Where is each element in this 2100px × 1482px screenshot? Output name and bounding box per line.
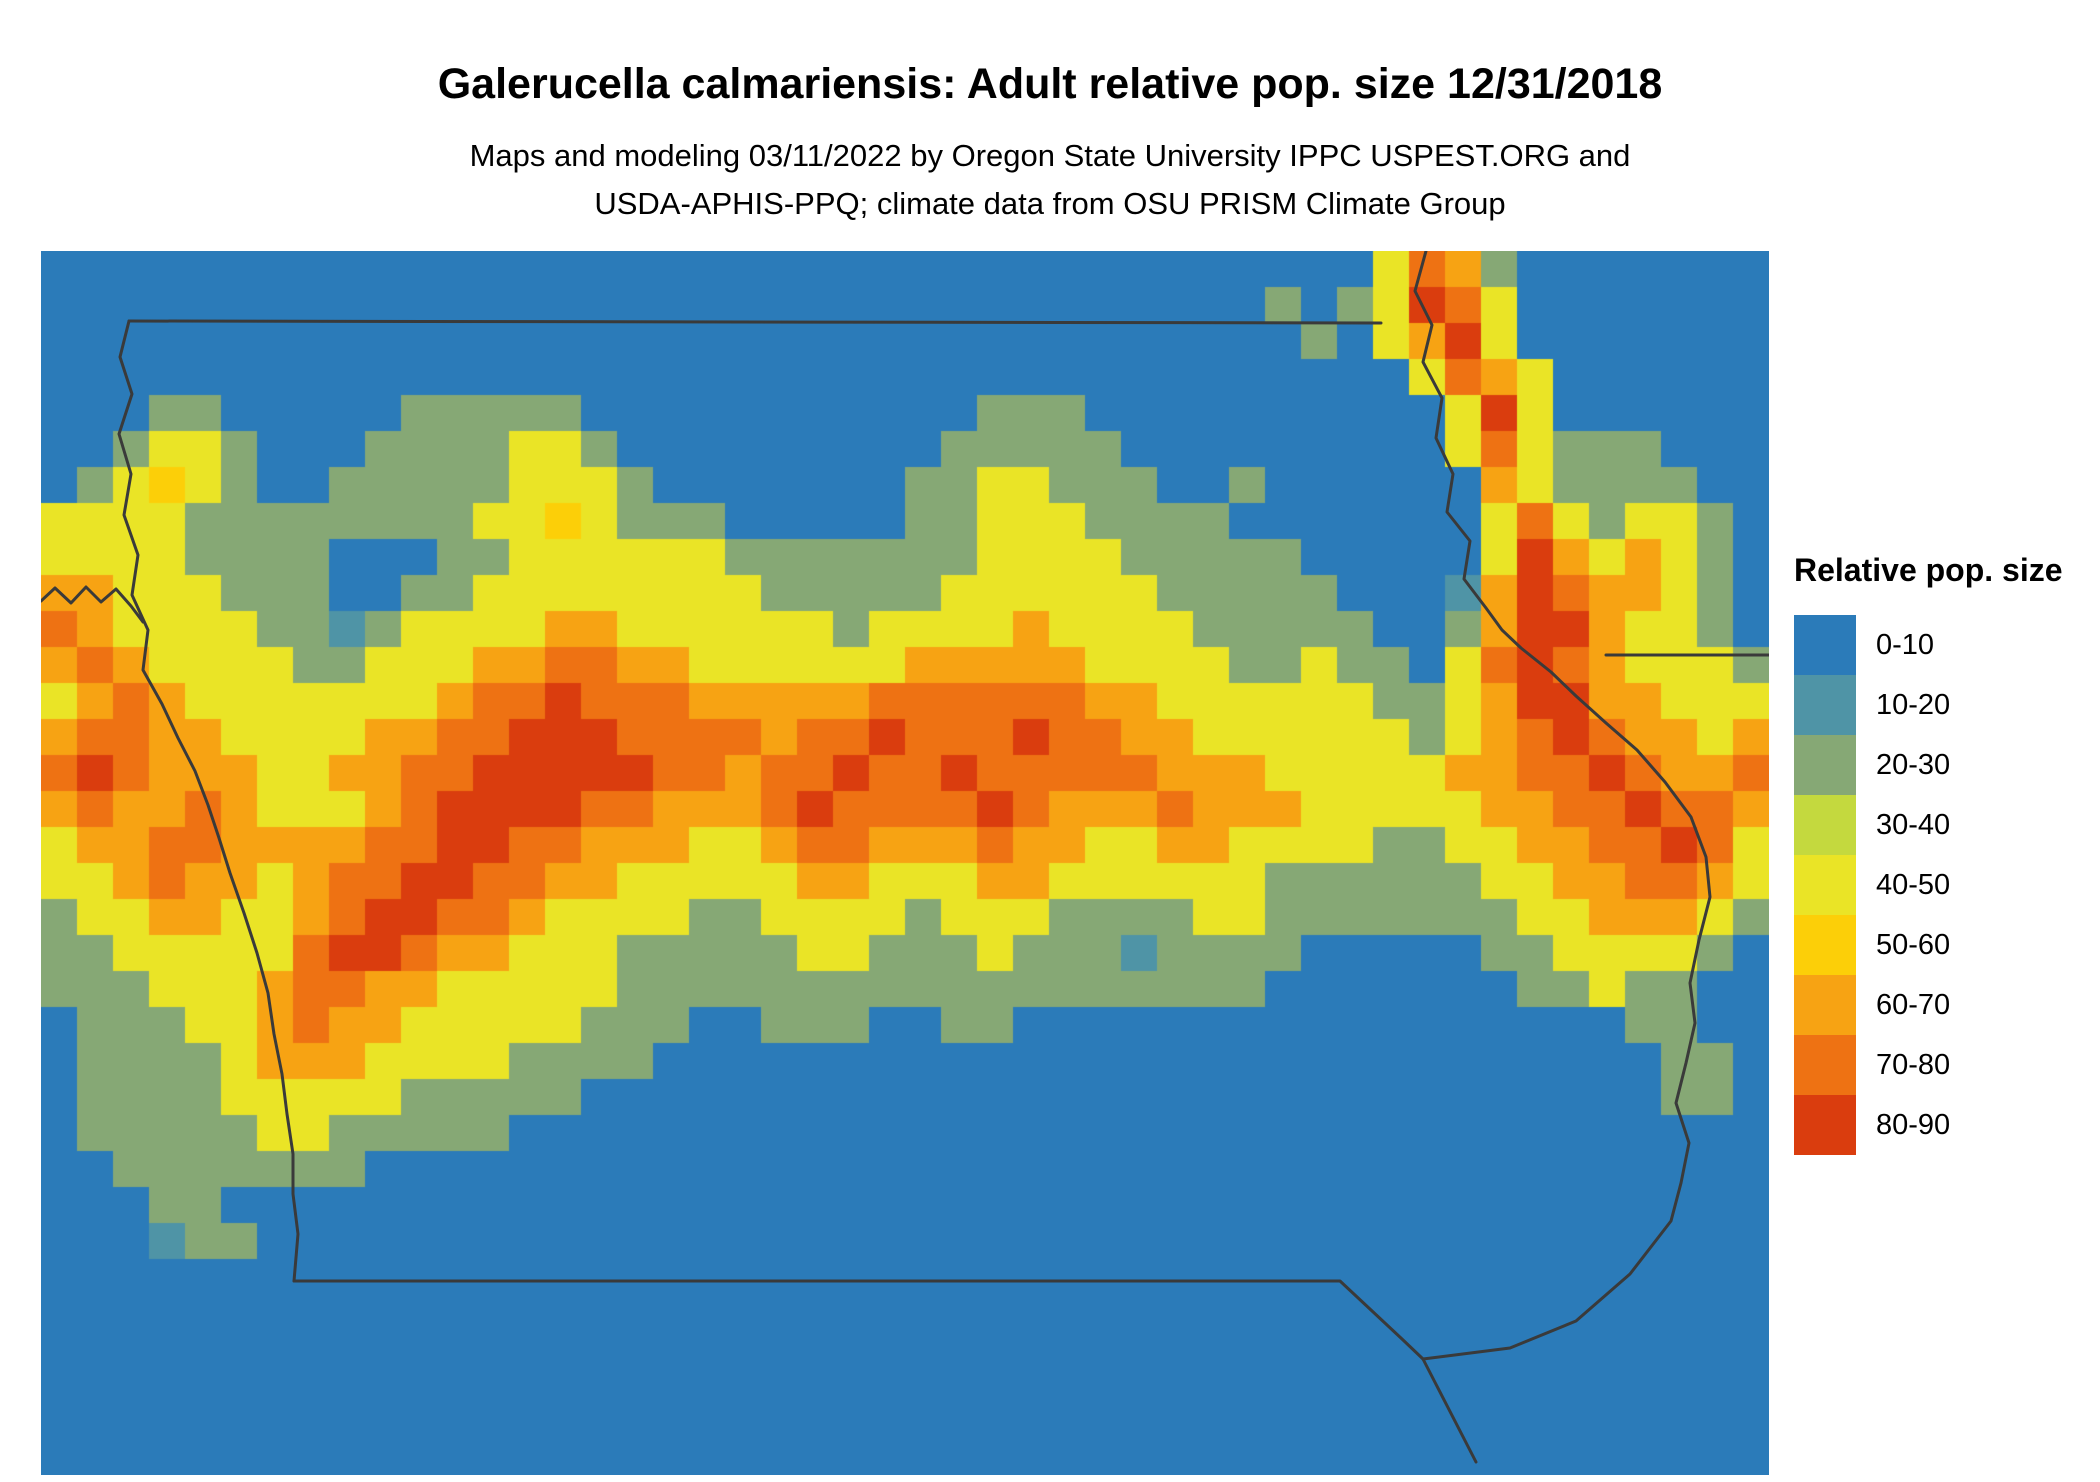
legend-entries: 0-10 10-20 20-30 30-40 40-50 50-60 60-70 70-80 8…	[1794, 615, 2063, 1155]
legend-swatch	[1794, 1035, 1856, 1095]
legend-label: 10-20	[1876, 688, 1951, 721]
legend-label: 60-70	[1876, 988, 1951, 1021]
legend-swatch	[1794, 795, 1856, 855]
legend-swatch	[1794, 675, 1856, 735]
subtitle-line-2: USDA-APHIS-PPQ; climate data from OSU PR…	[594, 186, 1506, 222]
legend-swatch	[1794, 855, 1856, 915]
legend-swatch	[1794, 615, 1856, 675]
legend-swatch	[1794, 735, 1856, 795]
legend-label: 0-10	[1876, 628, 1935, 661]
legend-entry: 80-90	[1794, 1095, 2063, 1155]
legend-entry: 40-50	[1794, 855, 2063, 915]
population-raster-map	[41, 251, 1769, 1475]
legend-entry: 20-30	[1794, 735, 2063, 795]
legend-label: 50-60	[1876, 928, 1951, 961]
legend-title: Relative pop. size	[1794, 552, 2063, 588]
legend-entry: 0-10	[1794, 615, 2063, 675]
legend-entry: 10-20	[1794, 675, 2063, 735]
legend-entry: 30-40	[1794, 795, 2063, 855]
legend-entry: 70-80	[1794, 1035, 2063, 1095]
legend-entry: 50-60	[1794, 915, 2063, 975]
legend-label: 30-40	[1876, 808, 1951, 841]
legend-label: 40-50	[1876, 868, 1951, 901]
map-subtitle: Maps and modeling 03/11/2022 by Oregon S…	[0, 132, 2100, 228]
legend-label: 70-80	[1876, 1048, 1951, 1081]
legend-swatch	[1794, 915, 1856, 975]
map-area	[41, 251, 1769, 1475]
subtitle-line-1: Maps and modeling 03/11/2022 by Oregon S…	[469, 138, 1631, 173]
legend-label: 80-90	[1876, 1108, 1951, 1141]
legend-swatch	[1794, 1095, 1856, 1155]
map-title: Galerucella calmariensis: Adult relative…	[437, 60, 1663, 108]
legend-label: 20-30	[1876, 748, 1951, 781]
legend: Relative pop. size 0-10 10-20 20-30 30-40 40…	[1794, 552, 2063, 1155]
legend-entry: 60-70	[1794, 975, 2063, 1035]
legend-swatch	[1794, 975, 1856, 1035]
